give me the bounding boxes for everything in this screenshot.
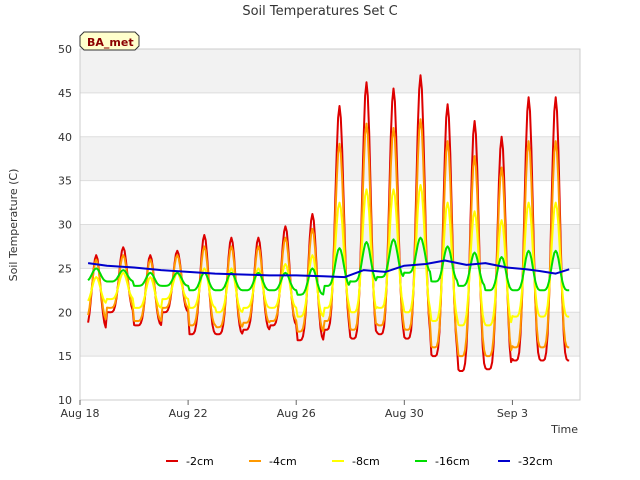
site-badge-label: BA_met bbox=[87, 36, 134, 49]
x-axis-ticks: Aug 18 Aug 22 Aug 26 Aug 30 Sep 3 bbox=[61, 400, 528, 420]
legend-label: -32cm bbox=[518, 455, 553, 468]
series-line-minus-16cm bbox=[87, 236, 570, 296]
y-tick-label: 30 bbox=[58, 219, 72, 232]
y-tick-label: 45 bbox=[58, 87, 72, 100]
series-line-minus-32cm bbox=[87, 259, 570, 279]
x-tick-label: Sep 3 bbox=[497, 407, 528, 420]
y-tick-label: 15 bbox=[58, 350, 72, 363]
y-tick-label: 40 bbox=[58, 131, 72, 144]
series-line-minus-8cm bbox=[87, 184, 570, 327]
series-line-minus-4cm bbox=[87, 118, 570, 358]
legend-label: -2cm bbox=[186, 455, 214, 468]
y-tick-label: 25 bbox=[58, 262, 72, 275]
y-axis-ticks: 10 15 20 25 30 35 40 45 50 bbox=[58, 43, 72, 407]
x-tick-label: Aug 26 bbox=[277, 407, 316, 420]
plot-area-border bbox=[79, 48, 581, 401]
x-tick-label: Aug 22 bbox=[169, 407, 208, 420]
legend-label: -8cm bbox=[352, 455, 380, 468]
series-line-minus-2cm bbox=[87, 74, 570, 372]
legend: -2cm -4cm -8cm -16cm -32cm bbox=[166, 455, 553, 468]
x-tick-label: Aug 30 bbox=[385, 407, 424, 420]
x-tick-label: Aug 18 bbox=[61, 407, 100, 420]
plot-band bbox=[80, 49, 580, 93]
y-tick-label: 35 bbox=[58, 175, 72, 188]
y-axis-label: Soil Temperature (C) bbox=[7, 169, 20, 282]
y-tick-label: 20 bbox=[58, 306, 72, 319]
y-tick-label: 10 bbox=[58, 394, 72, 407]
legend-label: -16cm bbox=[435, 455, 470, 468]
series-lines bbox=[87, 74, 570, 372]
x-axis-label: Time bbox=[550, 423, 578, 436]
plot-band bbox=[80, 136, 580, 181]
plot-band bbox=[80, 356, 580, 400]
chart-title: Soil Temperatures Set C bbox=[242, 4, 397, 19]
plot-band bbox=[80, 92, 580, 137]
site-badge-box bbox=[79, 31, 140, 51]
y-tick-label: 50 bbox=[58, 43, 72, 56]
legend-label: -4cm bbox=[269, 455, 297, 468]
site-badge: BA_met bbox=[79, 31, 140, 51]
plot-band bbox=[80, 180, 580, 225]
